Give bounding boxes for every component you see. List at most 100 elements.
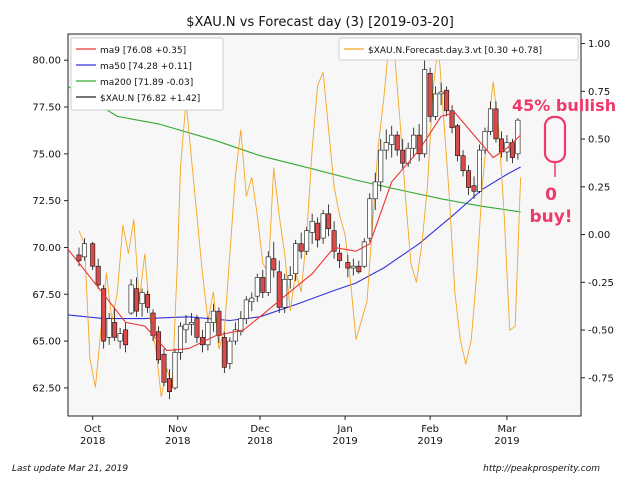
candle-body (177, 325, 183, 353)
candle-body (304, 230, 310, 252)
candle-body (320, 213, 326, 239)
candle-body (493, 108, 499, 140)
candle-body (389, 134, 395, 145)
candle-body (315, 222, 321, 241)
chart-title: $XAU.N vs Forecast day (3) [2019-03-20] (186, 15, 454, 30)
series-line-ma9 (67, 111, 521, 352)
candle-body (128, 284, 134, 314)
candle-body (400, 149, 406, 164)
y-left-tick-label: 65.00 (32, 337, 61, 348)
candle-body (498, 138, 504, 153)
candle-body (90, 243, 96, 267)
y-right-tick-label: 0.50 (588, 135, 610, 146)
candle-body (194, 318, 200, 338)
x-tick-label-year: 2019 (417, 436, 442, 447)
candle-body (367, 198, 373, 239)
candle-body (243, 299, 249, 319)
y-right-tick-label: 0.75 (588, 87, 610, 98)
annotation-bullish: 45% bullish (512, 96, 616, 115)
candle-body (265, 256, 271, 293)
candle-body (81, 243, 87, 258)
series-line-ma50 (67, 166, 521, 322)
candle-body (227, 340, 233, 364)
annotations: 45% bullish 0 buy! (512, 96, 616, 227)
x-tick-label-year: 2019 (332, 436, 357, 447)
candle-body (106, 318, 112, 338)
candle-body (394, 134, 400, 151)
candle-body (260, 277, 266, 293)
legend-left: ma9 [76.08 +0.35] ma50 [74.28 +0.11] ma2… (70, 37, 224, 111)
candle-body (156, 331, 162, 361)
legend-xau: $XAU.N [76.82 +1.42] (100, 94, 200, 104)
candle-body (188, 322, 194, 325)
candle-body (232, 329, 238, 342)
candle-body (134, 288, 140, 312)
y-right-tick-label: -0.75 (588, 373, 614, 384)
ma200-series (67, 85, 521, 213)
series-line-ma200 (67, 85, 521, 213)
candle-body (254, 277, 260, 297)
candle-body (76, 254, 82, 261)
candle-body (216, 310, 222, 336)
candle-body (145, 293, 151, 308)
candle-body (172, 352, 178, 389)
annotation-buy-label: buy! (529, 207, 572, 227)
y-right-tick-label: 0.00 (588, 230, 610, 241)
candle-body (287, 275, 293, 280)
x-tick-label-month: Mar (497, 424, 517, 435)
legend-ma9: ma9 [76.08 +0.35] (100, 46, 186, 56)
x-tick-label-month: Oct (84, 424, 101, 435)
candle-body (117, 333, 123, 342)
candle-body (427, 73, 433, 117)
candle-body (455, 125, 461, 157)
legend-ma200: ma200 [71.89 -0.03] (100, 78, 193, 88)
x-tick-label-year: 2018 (165, 436, 190, 447)
candle-body (449, 110, 455, 128)
candle-body (433, 93, 439, 117)
candle-body (487, 108, 493, 132)
candle-body (444, 89, 450, 112)
candle-body (345, 262, 351, 269)
candle-body (326, 213, 332, 230)
y-left-tick-label: 67.50 (32, 290, 61, 301)
x-tick-label-year: 2018 (247, 436, 272, 447)
candle-body (150, 312, 156, 336)
candle-body (372, 181, 378, 200)
x-tick-label-month: Dec (250, 424, 269, 435)
candle-body (471, 185, 477, 192)
x-tick-label-year: 2019 (494, 436, 519, 447)
candle-body (356, 265, 362, 273)
candle-body (482, 131, 488, 151)
candle-body (282, 279, 288, 308)
candle-body (331, 230, 337, 252)
candle-body (205, 322, 211, 346)
candle-body (422, 69, 428, 155)
candle-body (276, 271, 282, 308)
candle-body (416, 134, 422, 155)
y-right-tick-label: 0.25 (588, 182, 610, 193)
legend-forecast: $XAU.N.Forecast.day.3.vt [0.30 +0.78] (368, 46, 542, 56)
candle-body (350, 265, 356, 269)
candle-body (112, 322, 118, 338)
candle-body (139, 292, 145, 304)
candle-body (298, 243, 304, 252)
footer-last-update: Last update Mar 21, 2019 (12, 464, 129, 474)
price-candles (76, 60, 521, 400)
candle-body (337, 252, 343, 261)
candle-body (249, 297, 255, 303)
candle-body (101, 288, 107, 342)
ma9-series (67, 111, 521, 352)
candle-body (378, 149, 384, 183)
candle-body (293, 243, 299, 274)
x-tick-label-month: Jan (336, 424, 352, 435)
y-left-tick-label: 72.50 (32, 196, 61, 207)
candle-body (167, 378, 172, 392)
axes: 62.50 65.00 67.50 70.00 72.50 75.00 77.50 80.00… (32, 39, 614, 447)
candle-body (460, 155, 466, 171)
candle-body (466, 170, 472, 188)
candle-body (183, 323, 189, 331)
candle-body (438, 91, 444, 95)
x-tick-label-month: Nov (168, 424, 188, 435)
y-right-tick-label: -0.50 (588, 326, 614, 337)
